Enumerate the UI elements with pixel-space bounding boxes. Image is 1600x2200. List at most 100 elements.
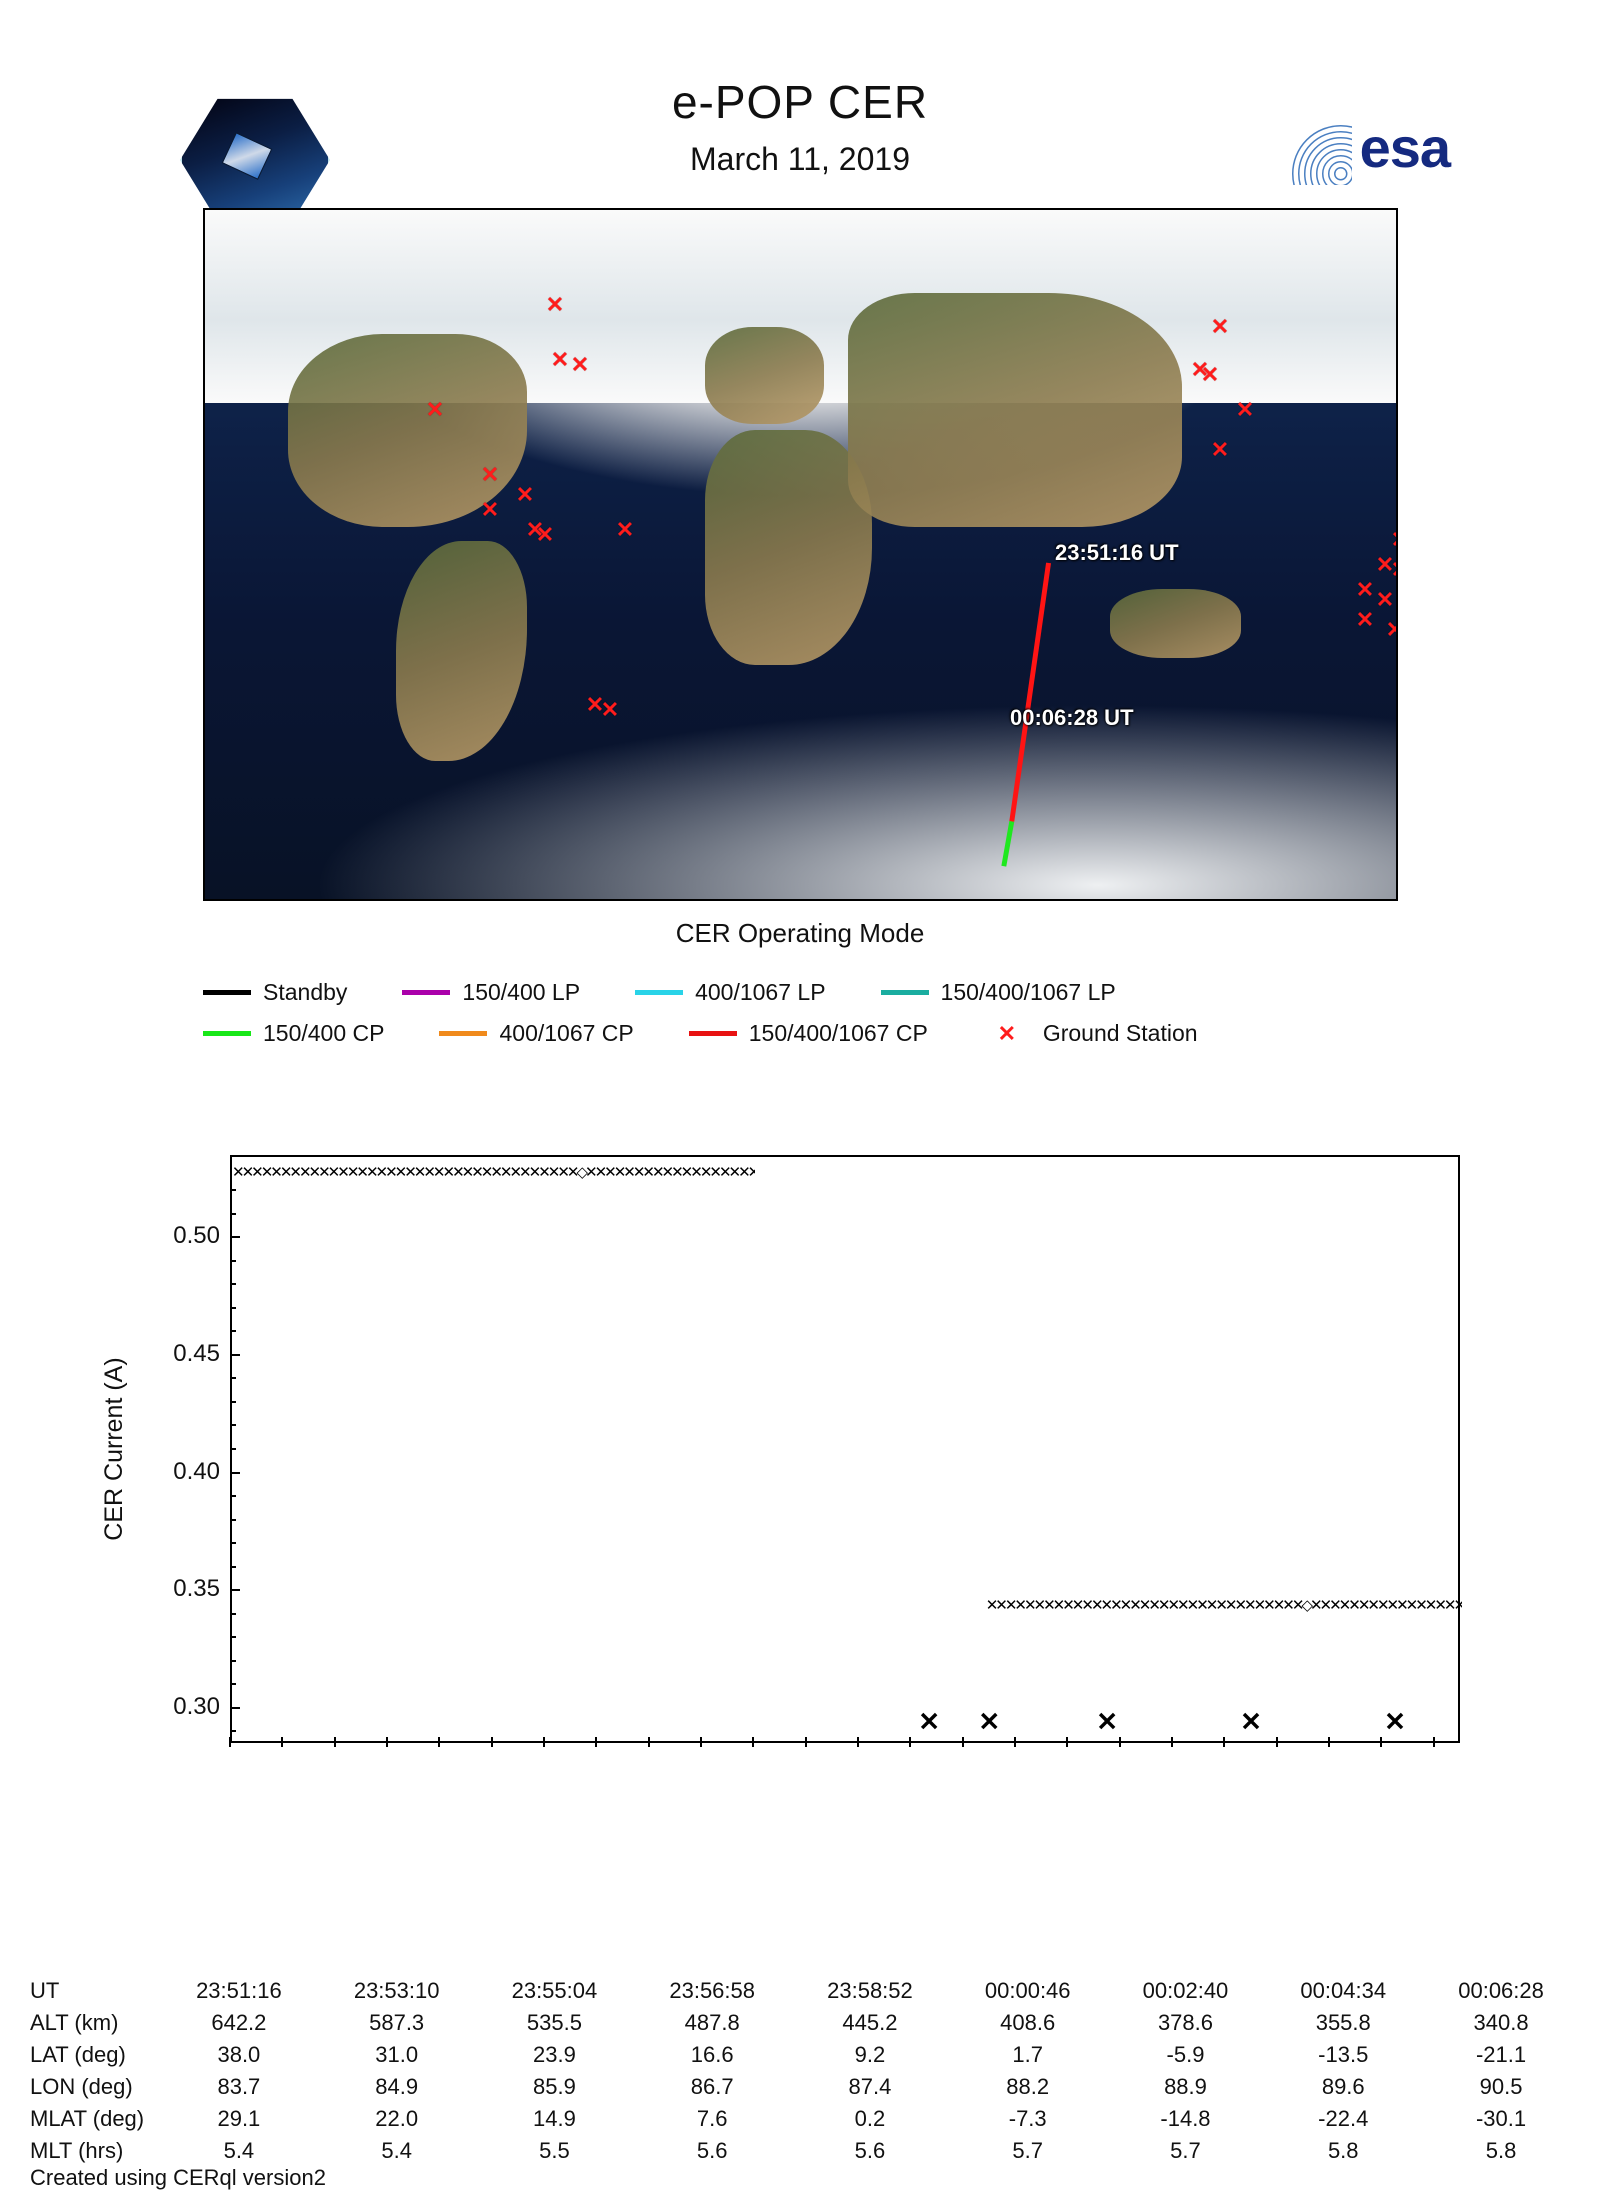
- esa-text-logo: esa: [1360, 115, 1450, 180]
- esa-swirl-icon: [1277, 110, 1352, 185]
- legend-label-400-1067-lp: 400/1067 LP: [695, 979, 825, 1006]
- y-axis-label: CER Current (A): [100, 1155, 140, 1743]
- legend-item-standby: Standby: [203, 979, 347, 1006]
- table-cell: 87.4: [791, 2071, 949, 2103]
- table-cell: 14.9: [476, 2103, 634, 2135]
- table-cell: 5.5: [476, 2135, 634, 2167]
- legend-label-150-400-1067-cp: 150/400/1067 CP: [749, 1020, 928, 1047]
- telemetry-table: UT 23:51:16 23:53:10 23:55:04 23:56:58 23:58:…: [30, 1975, 1580, 2167]
- ground-station-chart-marker[interactable]: ✕: [1096, 1707, 1118, 1738]
- legend-item-400-1067-cp: 400/1067 CP: [439, 1020, 633, 1047]
- table-cell: 00:02:40: [1107, 1975, 1265, 2007]
- table-cell: 340.8: [1422, 2007, 1580, 2039]
- table-cell: 83.7: [160, 2071, 318, 2103]
- table-cell: 29.1: [160, 2103, 318, 2135]
- current-data-segment[interactable]: ✕✕✕✕✕✕✕✕✕✕✕✕✕✕✕✕✕✕✕✕✕✕✕✕✕✕✕✕✕✕✕✕✕✕✕✕◇✕✕✕…: [232, 1164, 755, 1182]
- table-cell: 5.4: [160, 2135, 318, 2167]
- table-cell: 5.6: [633, 2135, 791, 2167]
- table-row-lat-deg-: LAT (deg) 38.0 31.0 23.9 16.6 9.2 1.7 -5.9 -13.5…: [30, 2039, 1580, 2071]
- table-cell: 535.5: [476, 2007, 634, 2039]
- table-cell: 445.2: [791, 2007, 949, 2039]
- legend-swatch-400-1067-cp: [439, 1031, 487, 1036]
- table-cell: 00:00:46: [949, 1975, 1107, 2007]
- table-cell: -7.3: [949, 2103, 1107, 2135]
- y-axis-tick-0.4: 0.40: [145, 1458, 220, 1486]
- table-row-mlt-hrs-: MLT (hrs) 5.4 5.4 5.5 5.6 5.6 5.7 5.7 5.8 5.8: [30, 2135, 1580, 2167]
- legend-label-400-1067-cp: 400/1067 CP: [499, 1020, 633, 1047]
- table-cell: 31.0: [318, 2039, 476, 2071]
- table-row-label: LON (deg): [30, 2071, 160, 2103]
- table-cell: 38.0: [160, 2039, 318, 2071]
- table-cell: -21.1: [1422, 2039, 1580, 2071]
- table-cell: 5.4: [318, 2135, 476, 2167]
- legend-item-150-400-1067-cp: 150/400/1067 CP: [689, 1020, 928, 1047]
- table-row-label: ALT (km): [30, 2007, 160, 2039]
- legend-item-150-400-lp: 150/400 LP: [402, 979, 580, 1006]
- table-cell: 7.6: [633, 2103, 791, 2135]
- esa-logo[interactable]: esa: [1277, 110, 1450, 185]
- table-row-lon-deg-: LON (deg) 83.7 84.9 85.9 86.7 87.4 88.2 88.9 89.…: [30, 2071, 1580, 2103]
- legend-item-ground-station: ✕ Ground Station: [983, 1020, 1198, 1047]
- table-cell: -22.4: [1264, 2103, 1422, 2135]
- table-row-label: MLAT (deg): [30, 2103, 160, 2135]
- legend-swatch-150-400-1067-lp: [881, 990, 929, 995]
- table-row-ut: UT 23:51:16 23:53:10 23:55:04 23:56:58 23:58:…: [30, 1975, 1580, 2007]
- table-cell: 5.8: [1264, 2135, 1422, 2167]
- legend-swatch-150-400-cp: [203, 1031, 251, 1036]
- table-row-label: MLT (hrs): [30, 2135, 160, 2167]
- table-row-mlat-deg-: MLAT (deg) 29.1 22.0 14.9 7.6 0.2 -7.3 -14.8 -22…: [30, 2103, 1580, 2135]
- table-cell: -13.5: [1264, 2039, 1422, 2071]
- chart-legend: Standby 150/400 LP 400/1067 LP 150/400/1067…: [203, 965, 1453, 1061]
- orbit-track-icon: [205, 210, 1396, 899]
- y-axis-tick-0.3: 0.30: [145, 1693, 220, 1721]
- footer-caption: Created using CERql version2: [30, 2165, 326, 2191]
- legend-item-150-400-1067-lp: 150/400/1067 LP: [881, 979, 1116, 1006]
- legend-swatch-150-400-lp: [402, 990, 450, 995]
- ground-station-chart-marker[interactable]: ✕: [918, 1707, 940, 1738]
- y-axis-tick-0.35: 0.35: [145, 1575, 220, 1603]
- y-axis-tick-0.45: 0.45: [145, 1340, 220, 1368]
- current-chart[interactable]: ✕ ✕ ✕ ✕✕✕✕✕✕✕✕✕✕✕✕✕✕✕✕✕✕✕✕✕✕✕✕✕✕✕✕✕✕✕✕✕◇✕✕✕…: [140, 1155, 1460, 1805]
- table-cell: 89.6: [1264, 2071, 1422, 2103]
- table-cell: 355.8: [1264, 2007, 1422, 2039]
- ground-station-chart-marker[interactable]: ✕: [1384, 1707, 1406, 1738]
- table-row-label: UT: [30, 1975, 160, 2007]
- ground-station-chart-marker[interactable]: ✕: [1240, 1707, 1262, 1738]
- legend-marker-ground-station: ✕: [983, 1021, 1031, 1047]
- legend-label-ground-station: Ground Station: [1043, 1020, 1198, 1047]
- table-cell: -30.1: [1422, 2103, 1580, 2135]
- y-axis-tick-0.5: 0.50: [145, 1222, 220, 1250]
- table-cell: 16.6: [633, 2039, 791, 2071]
- table-cell: 587.3: [318, 2007, 476, 2039]
- table-cell: 1.7: [949, 2039, 1107, 2071]
- legend-item-150-400-cp: 150/400 CP: [203, 1020, 384, 1047]
- table-cell: -14.8: [1107, 2103, 1265, 2135]
- table-cell: 5.7: [949, 2135, 1107, 2167]
- table-cell: 408.6: [949, 2007, 1107, 2039]
- table-cell: 642.2: [160, 2007, 318, 2039]
- table-row-alt-km-: ALT (km) 642.2 587.3 535.5 487.8 445.2 408.6 37…: [30, 2007, 1580, 2039]
- table-cell: 9.2: [791, 2039, 949, 2071]
- legend-label-150-400-lp: 150/400 LP: [462, 979, 580, 1006]
- table-cell: 85.9: [476, 2071, 634, 2103]
- table-row-label: LAT (deg): [30, 2039, 160, 2071]
- legend-item-400-1067-lp: 400/1067 LP: [635, 979, 825, 1006]
- table-cell: 378.6: [1107, 2007, 1265, 2039]
- table-cell: 86.7: [633, 2071, 791, 2103]
- table-cell: 23:55:04: [476, 1975, 634, 2007]
- table-cell: 5.6: [791, 2135, 949, 2167]
- current-data-segment[interactable]: ✕✕✕✕✕✕✕✕✕✕✕✕✕✕✕✕✕✕✕✕✕✕✕✕✕✕✕✕✕✕✕✕✕◇✕✕✕✕✕✕…: [986, 1597, 1462, 1615]
- legend-swatch-400-1067-lp: [635, 990, 683, 995]
- table-cell: -5.9: [1107, 2039, 1265, 2071]
- table-cell: 0.2: [791, 2103, 949, 2135]
- ground-station-chart-marker[interactable]: ✕: [978, 1707, 1000, 1738]
- legend-label-standby: Standby: [263, 979, 347, 1006]
- table-cell: 00:04:34: [1264, 1975, 1422, 2007]
- table-cell: 23:58:52: [791, 1975, 949, 2007]
- table-cell: 90.5: [1422, 2071, 1580, 2103]
- world-map[interactable]: ✕✕✕✕✕✕✕✕✕✕✕✕✕✕✕✕✕✕✕✕✕✕✕✕ 23:51:16 UT 00:…: [203, 208, 1398, 901]
- legend-swatch-150-400-1067-cp: [689, 1031, 737, 1036]
- table-cell: 23:53:10: [318, 1975, 476, 2007]
- table-cell: 23.9: [476, 2039, 634, 2071]
- legend-label-150-400-cp: 150/400 CP: [263, 1020, 384, 1047]
